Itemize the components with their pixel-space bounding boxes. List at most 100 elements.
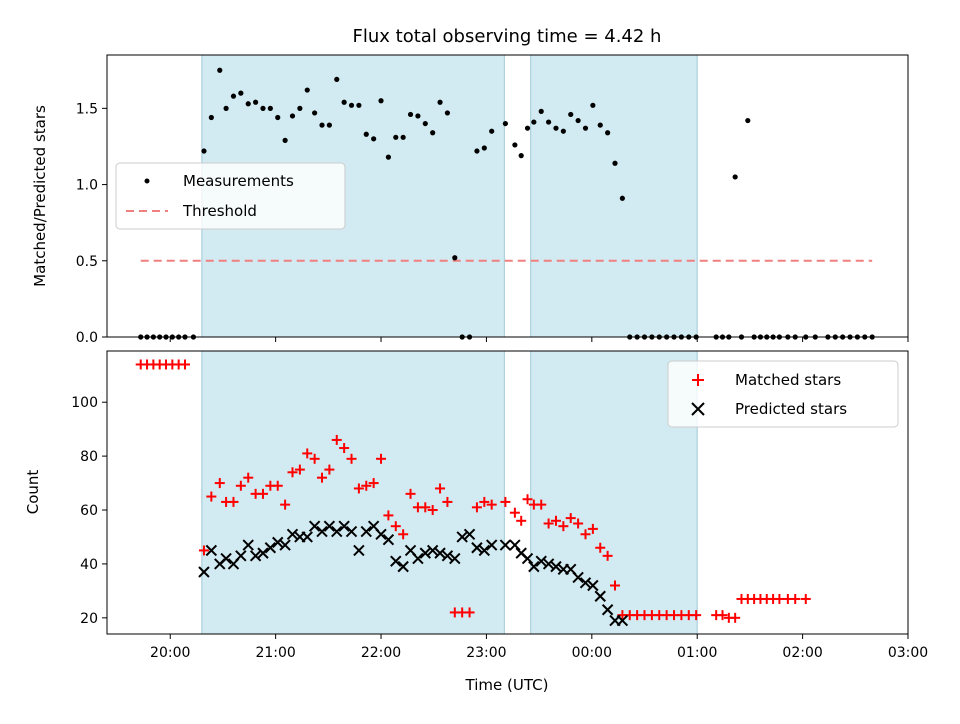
predicted-star-point — [616, 614, 629, 627]
matched-star-point — [580, 529, 591, 540]
matched-star-point — [558, 521, 569, 532]
matched-star-point — [198, 545, 209, 556]
x-tick-label: 21:00 — [255, 645, 295, 661]
observing-window-band — [530, 54, 698, 338]
measurement-point — [847, 334, 853, 340]
predicted-star-point — [323, 520, 336, 532]
matched-star-point — [800, 593, 811, 604]
matched-star-point — [214, 478, 225, 489]
measurements-legend-marker — [144, 178, 150, 184]
measurement-point — [341, 99, 347, 105]
bottom-legend-box — [667, 360, 899, 428]
measurement-point — [466, 334, 473, 340]
predicted-star-point — [521, 552, 534, 565]
top-y-axis-label: Matched/Predicted stars — [31, 105, 49, 287]
matched-star-point — [486, 499, 497, 510]
matched-star-point — [280, 499, 291, 510]
measurement-point — [641, 334, 648, 340]
top-panel: 0.0 0.5 1.0 1.5 Matched/Predicted stars Mea… — [31, 54, 909, 346]
measurement-point — [260, 105, 266, 111]
predicted-star-point — [412, 552, 424, 565]
predicted-star-point — [345, 525, 358, 538]
observing-window-band — [201, 350, 505, 635]
measurement-point — [656, 334, 662, 340]
predicted-star-point — [499, 539, 512, 551]
measurement-point — [502, 120, 508, 127]
x-tick-label: 23:00 — [466, 645, 506, 661]
measurement-point — [201, 148, 207, 154]
matched-star-point — [516, 515, 527, 526]
matched-star-point — [383, 510, 394, 521]
bottom-shaded-regions — [201, 350, 698, 635]
measurement-point — [385, 154, 392, 160]
measurement-point — [770, 334, 776, 340]
matched-star-point — [442, 496, 453, 507]
measurement-point — [524, 125, 531, 131]
matched-star-point — [543, 518, 554, 529]
measurement-point — [452, 255, 458, 261]
bottom-panel: 20 40 60 80 100 20:00 21:00 22:00 23:00 00:00 01:… — [24, 350, 928, 694]
matched-star-point — [257, 488, 268, 499]
bottom-y-tick-label: 40 — [80, 557, 98, 573]
matched-star-point — [324, 464, 335, 475]
matched-star-point — [353, 483, 364, 494]
measurement-point — [208, 114, 214, 121]
predicted-star-point — [587, 579, 599, 592]
bottom-plot-frame — [106, 350, 909, 635]
measurement-point — [553, 125, 559, 131]
top-legend: Measurements Threshold — [115, 162, 346, 230]
predicted-legend-label: Predicted stars — [735, 400, 847, 418]
measurement-point — [169, 334, 175, 340]
measurement-point — [275, 114, 281, 121]
top-y-tick-label: 0.0 — [76, 330, 98, 346]
predicted-star-point — [456, 531, 468, 543]
measurement-point — [812, 334, 818, 340]
measurement-point — [430, 130, 436, 136]
matched-star-point — [361, 480, 372, 491]
x-axis-label: Time (UTC) — [465, 676, 549, 694]
matched-star-point — [610, 580, 621, 591]
measurement-point — [176, 334, 182, 340]
measurement-point — [144, 334, 150, 340]
measurement-point — [459, 334, 465, 340]
top-y-tick-label: 1.0 — [76, 178, 98, 194]
measurement-point — [138, 334, 144, 340]
matched-legend-marker — [692, 374, 704, 386]
measurement-point — [619, 195, 625, 201]
measurement-point — [538, 108, 544, 114]
matched-star-point — [774, 593, 785, 604]
predicted-star-point — [542, 558, 555, 570]
measurement-point — [400, 134, 406, 140]
measurement-point — [474, 148, 480, 154]
predicted-star-point — [535, 555, 547, 567]
measurement-point — [238, 90, 244, 96]
predicted-star-point — [272, 536, 284, 549]
matched-star-point — [536, 499, 547, 510]
matched-star-point — [368, 478, 379, 489]
predicted-star-point — [360, 525, 372, 538]
measurement-point — [803, 334, 809, 340]
matched-star-point — [602, 550, 613, 561]
matched-star-point — [420, 502, 431, 513]
measurement-point — [751, 334, 757, 340]
measurement-point — [289, 113, 296, 119]
predicted-star-point — [235, 550, 247, 562]
matched-star-point — [405, 488, 416, 499]
threshold-legend-label: Threshold — [182, 202, 257, 220]
measurement-point — [245, 101, 251, 107]
measurement-point — [825, 334, 831, 340]
matched-star-point — [691, 610, 702, 621]
measurement-point — [664, 334, 670, 340]
top-legend-box — [115, 162, 346, 230]
predicted-star-point — [471, 542, 483, 554]
measurement-point — [230, 93, 237, 99]
chart-title: Flux total observing time = 4.42 h — [353, 26, 662, 47]
measurement-point — [512, 142, 518, 148]
predicted-star-point — [257, 547, 269, 559]
measurement-point — [312, 110, 318, 116]
measurement-point — [297, 105, 303, 111]
measurement-point — [738, 334, 745, 340]
predicted-star-point — [441, 550, 454, 562]
measurement-point — [282, 137, 288, 143]
